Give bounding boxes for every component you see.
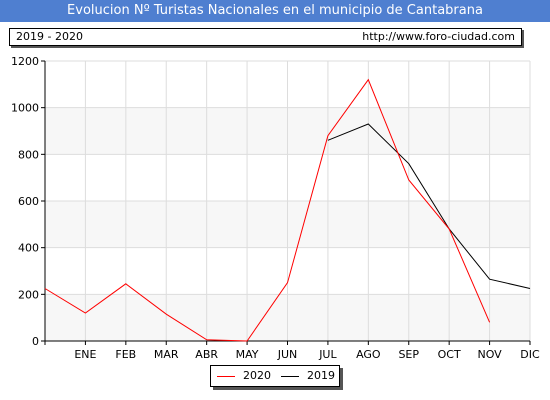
x-tick-label: ABR [195, 348, 218, 361]
source-url: http://www.foro-ciudad.com [362, 30, 515, 43]
y-tick-label: 1000 [11, 102, 39, 115]
x-tick-label: JUL [318, 348, 337, 361]
x-tick-label: FEB [115, 348, 136, 361]
x-tick-label: MAR [154, 348, 179, 361]
y-tick-label: 600 [18, 195, 39, 208]
x-tick-label: SEP [398, 348, 419, 361]
y-tick-label: 200 [18, 288, 39, 301]
y-tick-label: 0 [32, 335, 39, 348]
x-tick-label: DIC [520, 348, 540, 361]
series-line-2019 [327, 123, 531, 289]
legend-item-2019: 2019 [281, 366, 341, 386]
legend-swatch [217, 376, 235, 377]
x-tick-label: ENE [74, 348, 96, 361]
legend-item-2020: 2020 [217, 366, 277, 386]
x-tick-label: NOV [477, 348, 502, 361]
y-tick-label: 400 [18, 242, 39, 255]
series-line-2020 [44, 78, 491, 342]
period-label: 2019 - 2020 [16, 30, 83, 43]
x-tick-label: AGO [356, 348, 381, 361]
legend-swatch [281, 376, 299, 377]
legend-label: 2020 [243, 369, 271, 382]
x-tick-label: OCT [438, 348, 461, 361]
y-tick-label: 1200 [11, 55, 39, 68]
info-box: 2019 - 2020 http://www.foro-ciudad.com [9, 28, 522, 46]
chart-title: Evolucion Nº Turistas Nacionales en el m… [0, 0, 550, 22]
y-tick-label: 800 [18, 148, 39, 161]
legend: 2020 2019 [210, 365, 340, 387]
legend-label: 2019 [307, 369, 335, 382]
x-tick-label: MAY [236, 348, 259, 361]
x-tick-label: JUN [277, 348, 298, 361]
